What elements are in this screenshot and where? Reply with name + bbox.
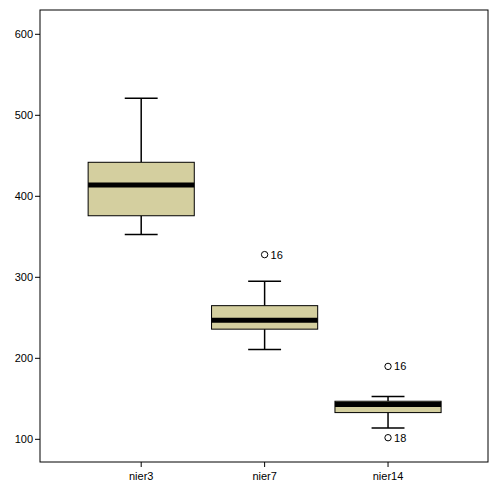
whisker-cap-upper <box>248 281 281 283</box>
whisker-lower <box>140 216 142 235</box>
whisker-cap-lower <box>125 234 158 236</box>
whisker-cap-lower <box>248 349 281 351</box>
y-tick-label: 300 <box>15 271 33 283</box>
plot-frame <box>40 10 488 462</box>
page: {"chart_data": {"type": "box", "categori… <box>0 0 500 500</box>
outlier-label: 18 <box>394 432 406 444</box>
outlier-label: 16 <box>271 249 283 261</box>
outlier <box>261 251 267 257</box>
median <box>88 182 194 187</box>
outlier <box>385 434 391 440</box>
x-tick-label: nier7 <box>252 470 276 482</box>
y-tick-label: 600 <box>15 28 33 40</box>
whisker-lower <box>387 413 389 428</box>
whisker-cap-upper <box>125 98 158 100</box>
labels: 16 16 18 <box>271 249 407 444</box>
y-tick <box>35 196 40 197</box>
y-tick-label: 500 <box>15 109 33 121</box>
y-tick-label: 100 <box>15 433 33 445</box>
marks <box>88 98 441 441</box>
y-tick <box>35 34 40 35</box>
box <box>88 162 194 215</box>
x-tick <box>264 462 265 467</box>
whisker-upper <box>140 98 142 162</box>
outlier-label: 16 <box>394 360 406 372</box>
x-tick <box>388 462 389 467</box>
box <box>212 306 318 329</box>
chart: 16 16 18 100 200 300 400 500 600 nier3 nier7 nier14 <box>0 0 500 500</box>
y-tick <box>35 358 40 359</box>
whisker-upper <box>264 281 266 305</box>
x-tick-label: nier3 <box>129 470 153 482</box>
y-tick-label: 200 <box>15 352 33 364</box>
whisker-cap-lower <box>372 427 405 429</box>
whisker-lower <box>264 329 266 349</box>
y-tick <box>35 277 40 278</box>
whisker-cap-upper <box>372 396 405 398</box>
y-tick-label: 400 <box>15 190 33 202</box>
median <box>335 402 441 407</box>
x-tick-label: nier14 <box>373 470 404 482</box>
outlier <box>385 363 391 369</box>
box <box>335 401 441 412</box>
y-tick <box>35 439 40 440</box>
median <box>212 318 318 323</box>
plot-background <box>40 10 488 462</box>
y-tick <box>35 115 40 116</box>
x-tick <box>141 462 142 467</box>
